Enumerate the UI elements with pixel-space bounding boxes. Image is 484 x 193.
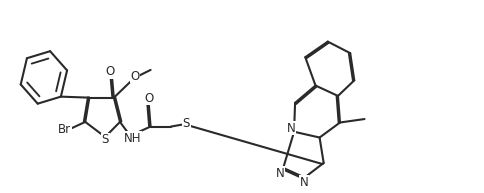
Text: NH: NH (123, 132, 141, 145)
Text: O: O (105, 65, 114, 78)
Text: Br: Br (58, 123, 71, 136)
Text: N: N (299, 176, 308, 189)
Text: S: S (101, 133, 108, 146)
Text: N: N (275, 167, 284, 179)
Text: N: N (286, 122, 295, 135)
Text: S: S (182, 117, 189, 130)
Text: O: O (144, 92, 153, 105)
Text: O: O (130, 70, 139, 83)
